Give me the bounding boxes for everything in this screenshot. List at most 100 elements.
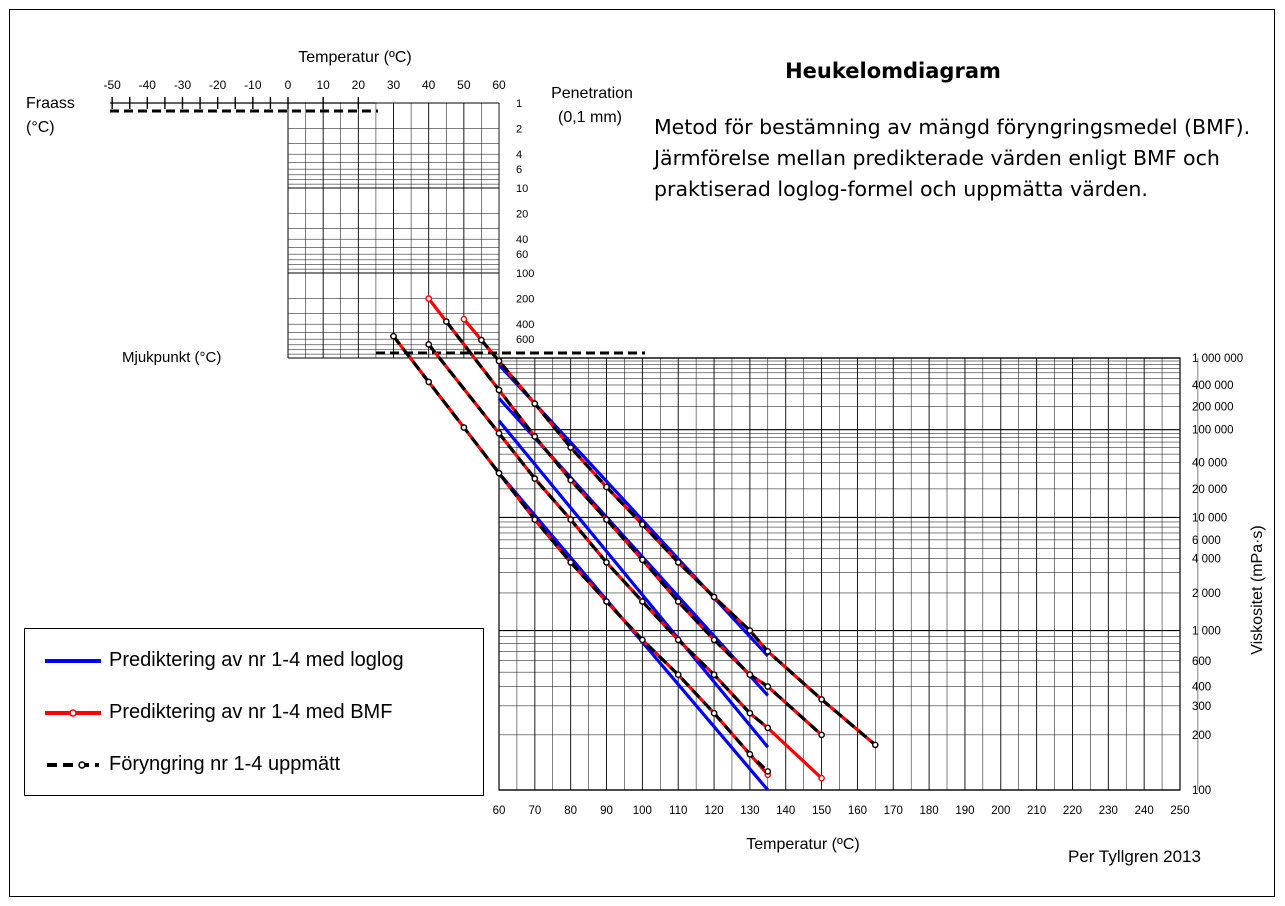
series-point-black <box>495 357 503 365</box>
series-line-blue <box>497 419 770 749</box>
series-point-black <box>531 475 539 482</box>
penetration-tick-label: 200 <box>516 294 534 306</box>
series-point-black <box>872 741 879 749</box>
series-point-black <box>764 648 772 655</box>
penetration-tick-label: 6 <box>516 164 522 176</box>
figure-frame <box>9 9 1275 897</box>
x-axis-tick-label: 60 <box>493 805 506 817</box>
top-axis-tick-label: 10 <box>316 78 330 92</box>
x-axis-tick-label: 250 <box>1170 805 1189 817</box>
legend-swatch-blue <box>45 659 101 663</box>
y-axis-tick-label: 1 000 000 <box>1192 353 1243 365</box>
series-line-red <box>462 318 877 747</box>
series-point-black <box>764 768 772 775</box>
series-point-black <box>603 598 610 605</box>
x-axis-tick-label: 90 <box>600 805 613 817</box>
y-axis-tick-label: 40 000 <box>1192 457 1227 469</box>
top-axis-tick-label: 50 <box>457 78 471 92</box>
y-axis-tick-label: 2 000 <box>1192 588 1221 600</box>
series-layer <box>390 295 879 792</box>
penetration-tick-label: 100 <box>516 268 534 280</box>
y-axis-tick-label: 1 000 <box>1192 626 1221 638</box>
penetration-tick-label: 40 <box>516 234 528 246</box>
x-axis-tick-label: 70 <box>528 805 541 817</box>
y-axis-tick-label: 6 000 <box>1192 535 1221 547</box>
grid-layer <box>110 97 1199 791</box>
series-point-black <box>603 559 610 566</box>
series-point-black <box>478 336 485 344</box>
series-line-red <box>427 343 823 780</box>
series-point-black <box>710 636 718 644</box>
series-point-black <box>567 559 575 566</box>
series-point-black <box>460 424 468 431</box>
series-line-red <box>427 297 823 737</box>
x-axis-tick-label: 170 <box>884 805 903 817</box>
legend-label: Prediktering av nr 1-4 med loglog <box>109 649 404 671</box>
x-axis-tick-label: 200 <box>991 805 1010 817</box>
y-axis-tick-label: 400 000 <box>1192 380 1234 392</box>
series-point-black <box>674 671 682 679</box>
x-axis-tick-label: 140 <box>776 805 795 817</box>
x-axis-tick-label: 80 <box>564 805 577 817</box>
x-axis-tick-label: 120 <box>704 805 723 817</box>
penetration-tick-label: 1 <box>516 98 522 110</box>
series-point-black <box>425 341 433 348</box>
legend-item-measured: Föryngring nr 1-4 uppmätt <box>25 745 483 785</box>
bottom-axis-title: Temperatur (ºC) <box>746 836 859 853</box>
series-point-black <box>531 516 539 523</box>
series-point-black <box>567 516 575 523</box>
series-point-black <box>639 556 646 564</box>
series-point-black <box>764 724 772 732</box>
y-axis-tick-label: 100 000 <box>1192 425 1234 437</box>
x-axis-tick-label: 100 <box>633 805 652 817</box>
top-axis-tick-label: 20 <box>352 78 366 92</box>
series-line-black <box>480 339 877 747</box>
x-axis-tick-label: 240 <box>1135 805 1154 817</box>
fraass-label: Fraass <box>26 95 75 112</box>
series-point-black <box>818 696 825 703</box>
top-axis-tick-label: -50 <box>103 78 121 92</box>
x-axis-tick-label: 160 <box>848 805 867 817</box>
series-point-black <box>495 429 503 437</box>
legend-swatch-red <box>45 709 101 717</box>
x-axis-tick-label: 180 <box>920 805 939 817</box>
x-axis-tick-label: 220 <box>1063 805 1082 817</box>
top-axis-title: Temperatur (ºC) <box>298 49 411 66</box>
top-axis-tick-label: 30 <box>387 78 401 92</box>
penetration-label: Penetration <box>551 85 633 102</box>
series-point-black <box>710 593 718 601</box>
y-axis-tick-label: 200 000 <box>1192 402 1234 414</box>
author-credit: Per Tyllgren 2013 <box>1068 847 1201 866</box>
top-axis-tick-label: -10 <box>244 78 262 92</box>
main-grid-border <box>498 357 1181 791</box>
top-axis-tick-label: 60 <box>492 78 506 92</box>
top-axis-tick-label: 0 <box>285 78 292 92</box>
penetration-tick-label: 10 <box>516 183 528 195</box>
series-point-black <box>746 627 754 634</box>
series-point-black <box>746 671 754 679</box>
series-point-black <box>603 483 610 491</box>
series-point-black <box>674 598 682 605</box>
description-text: Metod för bestämning av mängd föryngring… <box>654 115 1251 201</box>
y-axis-tick-label: 300 <box>1192 701 1211 713</box>
series-line-black <box>427 343 769 730</box>
top-axis-tick-label: 40 <box>422 78 436 92</box>
series-point-black <box>674 559 682 566</box>
legend-label: Föryngring nr 1-4 uppmätt <box>109 753 341 775</box>
series-point-black <box>567 444 575 451</box>
series-point-black <box>639 598 646 605</box>
series-point-black <box>710 671 718 679</box>
series-point-black <box>710 709 718 717</box>
series-point-black <box>425 378 433 386</box>
series-point-black <box>495 386 503 394</box>
penetration-tick-label: 4 <box>516 149 522 161</box>
fraass-unit-label: (°C) <box>26 119 55 136</box>
x-axis-tick-label: 130 <box>740 805 759 817</box>
series-point-black <box>746 709 754 717</box>
legend-item-loglog: Prediktering av nr 1-4 med loglog <box>25 641 483 681</box>
series-point-black <box>495 469 503 477</box>
y-axis-tick-label: 10 000 <box>1192 512 1227 524</box>
series-point-black <box>639 636 646 644</box>
series-line-black <box>392 335 769 773</box>
series-point-black <box>531 433 539 440</box>
